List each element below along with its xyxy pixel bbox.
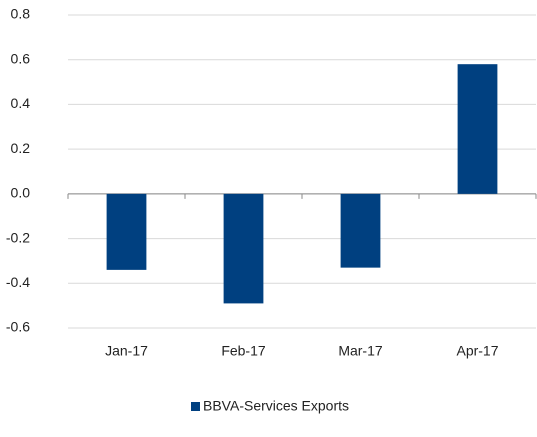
bar	[340, 193, 381, 268]
x-tick-label: Apr-17	[456, 343, 498, 359]
y-tick-label: -0.6	[6, 319, 30, 335]
y-tick-label: 0.6	[11, 50, 31, 66]
y-tick-label: 0.4	[11, 95, 31, 111]
y-tick-label: -0.4	[6, 274, 30, 290]
bar	[457, 64, 498, 194]
x-tick-label: Feb-17	[221, 343, 266, 359]
y-tick-label: 0.2	[11, 140, 31, 156]
y-tick-label: 0.8	[11, 6, 31, 22]
bar	[106, 193, 147, 270]
x-tick-label: Mar-17	[338, 343, 383, 359]
x-tick-label: Jan-17	[105, 343, 148, 359]
legend-label: BBVA-Services Exports	[203, 398, 349, 414]
y-tick-label: -0.2	[6, 229, 30, 245]
legend-swatch	[191, 402, 200, 411]
y-tick-label: 0.0	[11, 185, 31, 201]
bar	[223, 193, 264, 304]
